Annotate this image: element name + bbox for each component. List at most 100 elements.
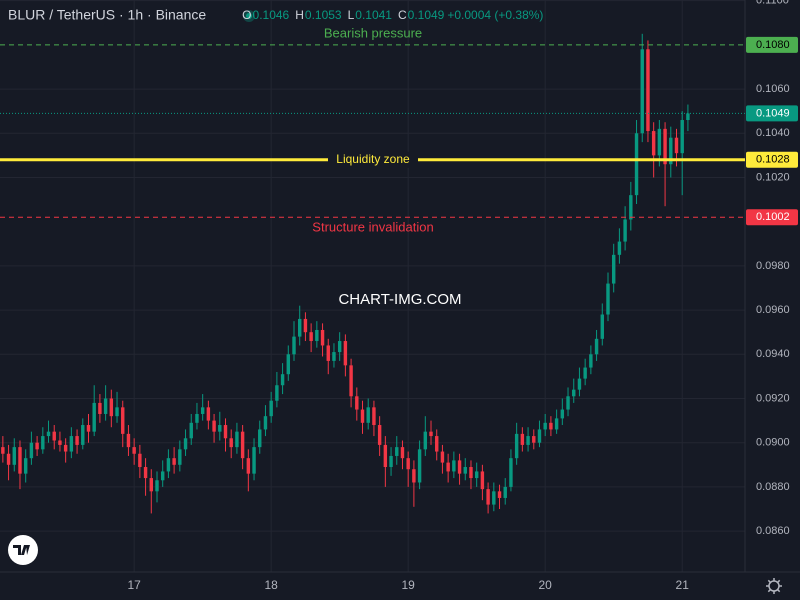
candle-body: [514, 433, 519, 459]
candle-body: [686, 113, 690, 121]
candle-body: [178, 449, 182, 465]
candle-body: [377, 425, 382, 445]
y-tick-label: 0.0900: [756, 437, 790, 449]
candle-body: [143, 467, 148, 479]
candle-body: [115, 407, 119, 417]
tv-logo: [8, 535, 38, 565]
level-name-bg: [328, 151, 418, 168]
candle-body: [206, 407, 211, 421]
price-tag-label: 0.1049: [756, 107, 790, 119]
candle-body: [286, 354, 291, 375]
candle-body: [629, 195, 633, 220]
candle-body: [549, 422, 553, 430]
candle-body: [440, 451, 445, 463]
candle-body: [389, 455, 393, 468]
logo-mark: [13, 545, 30, 555]
candle-body: [435, 436, 439, 452]
watermark: CHART-IMG.COM: [338, 291, 461, 308]
ohlc-label: C: [398, 8, 407, 22]
candle-body: [503, 486, 507, 498]
candle-body: [383, 444, 388, 468]
candle-body: [480, 471, 485, 490]
candle-body: [280, 374, 285, 386]
level-tag-label: 0.1002: [756, 211, 790, 223]
candle-body: [166, 458, 171, 472]
candle-body: [663, 128, 667, 165]
level-tag: [746, 151, 798, 168]
level-tag-label: 0.1028: [756, 154, 790, 166]
candle-body: [412, 469, 416, 483]
candle-body: [337, 341, 342, 353]
candle-body: [457, 460, 462, 474]
candle-body: [218, 425, 222, 432]
candle-body: [263, 416, 268, 430]
ohlc-label: O: [242, 8, 251, 22]
y-tick-label: 0.0980: [756, 260, 790, 272]
candle-body: [474, 471, 479, 479]
candle-body: [526, 436, 530, 445]
candle-body: [109, 398, 114, 417]
candle-body: [674, 137, 679, 154]
candle-body: [258, 429, 262, 448]
ohlc-label: H: [295, 8, 304, 22]
candle-body: [275, 385, 279, 401]
candle-body: [103, 398, 108, 414]
y-tick-label: 0.1100: [756, 0, 789, 7]
candle-body: [172, 458, 176, 465]
settings-icon[interactable]: [766, 578, 782, 594]
candle-body: [492, 491, 496, 505]
candle-body: [623, 219, 627, 242]
x-tick-label: 19: [402, 578, 416, 592]
candle-body: [372, 407, 376, 426]
candle-body: [41, 436, 45, 450]
candle-body: [611, 254, 616, 284]
x-tick-label: 20: [539, 578, 553, 592]
candle-body: [566, 396, 570, 410]
candle-body: [6, 453, 11, 465]
candle-body: [149, 478, 153, 492]
gear-teeth[interactable]: [766, 578, 782, 594]
candle-body: [400, 447, 405, 459]
candle-body: [360, 409, 365, 423]
candle-body: [497, 491, 502, 498]
candle-body: [486, 489, 490, 505]
y-tick-label: 0.0960: [756, 304, 790, 316]
candle-body: [429, 431, 433, 437]
candle-body: [343, 341, 348, 366]
candle-body: [452, 460, 456, 472]
y-tick-label: 0.0860: [756, 525, 790, 537]
candle-body: [326, 345, 330, 361]
candle-body: [160, 471, 165, 481]
candle-body: [23, 458, 28, 474]
candle-body: [606, 283, 610, 315]
candle-body: [252, 447, 256, 474]
candle-body: [309, 332, 313, 342]
candle-body: [600, 314, 604, 339]
candle-body: [240, 431, 245, 459]
candle-body: [189, 422, 193, 439]
candle-body: [657, 128, 662, 156]
candle-body: [446, 462, 450, 472]
candle-body: [349, 365, 353, 397]
candle-body: [1, 447, 5, 454]
candle-body: [651, 131, 656, 156]
candle-body: [589, 354, 593, 368]
candle-body: [594, 338, 599, 355]
candle-body: [63, 444, 68, 452]
candle-body: [583, 367, 587, 379]
level-name: Structure invalidation: [312, 220, 433, 235]
level-name: Liquidity zone: [336, 152, 410, 166]
candle-body: [406, 458, 410, 470]
candle-body: [98, 402, 102, 414]
candle-body: [355, 396, 359, 410]
candle-body: [634, 133, 639, 196]
status-dot: [246, 13, 252, 19]
y-tick-label: 0.1020: [756, 171, 790, 183]
candle-body: [200, 407, 205, 414]
candle-body: [366, 407, 370, 423]
ohlc-value: 0.1046: [253, 8, 290, 22]
candle-body: [138, 453, 142, 468]
candle-body: [195, 413, 199, 423]
candle-body: [229, 438, 233, 448]
